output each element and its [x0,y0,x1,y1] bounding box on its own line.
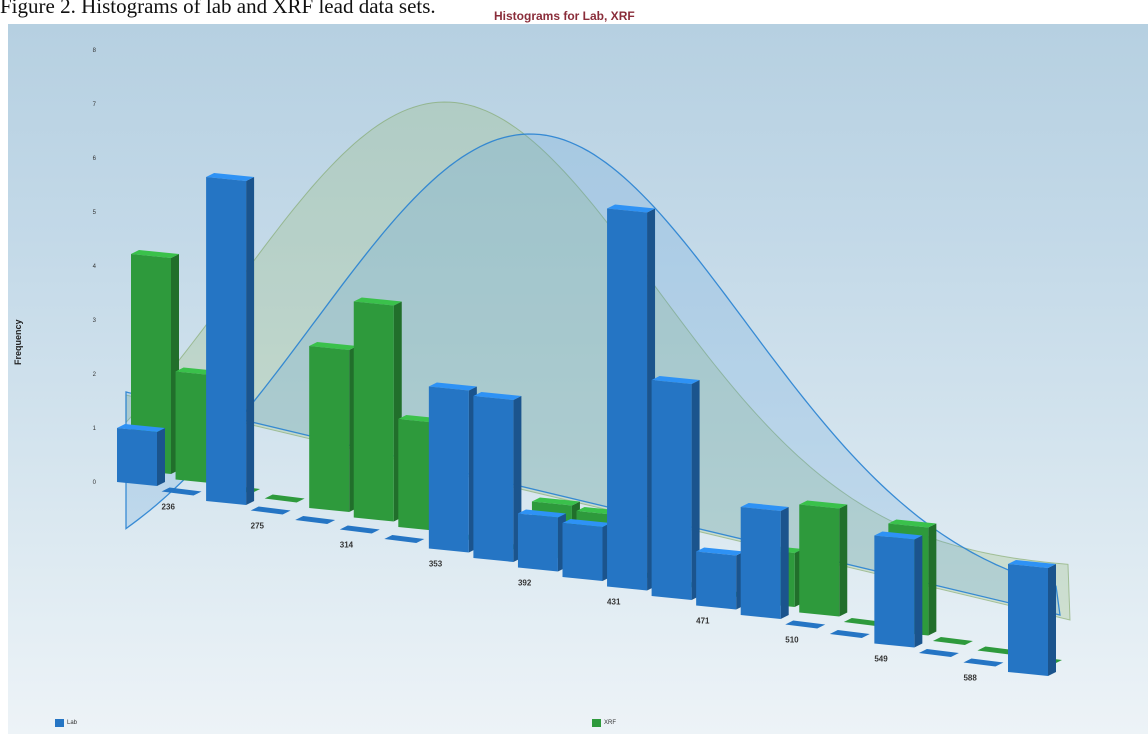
xrf-bar [799,500,848,617]
x-tick-label: 431 [607,598,621,607]
lab-bar [918,649,959,657]
bars-group [117,173,1062,676]
x-tick-label: 275 [251,522,265,531]
lab-bar [607,204,656,591]
lab-bar [963,658,1004,667]
legend-item-xrf[interactable]: XRF [592,719,616,727]
lab-bar [339,525,380,534]
lab-fit-curve [125,133,1061,616]
lab-bar [696,547,745,610]
y-tick-label: 3 [93,318,97,324]
y-tick-label: 1 [93,426,97,432]
lab-bar [250,506,291,515]
legend-item-lab[interactable]: Lab [55,719,77,727]
fit-curves [125,101,1071,621]
y-tick-label: 0 [93,480,97,486]
lab-bar [161,487,202,496]
y-tick-label: 5 [93,210,97,216]
x-axis-ticks: 236 275 314 353 392 431 471 510 549 588 [162,503,978,683]
lab-bar [740,503,789,619]
chart-title: Histograms for Lab, XRF [494,9,635,23]
legend-label-lab: Lab [67,720,78,726]
xrf-bar [843,618,884,626]
xrf-bar [309,342,358,512]
x-tick-label: 392 [518,579,532,588]
x-tick-label: 314 [340,541,354,550]
lab-bar [829,630,870,638]
lab-bar [295,516,336,524]
xrf-bar [932,637,973,645]
lab-bar [117,424,165,486]
lab-bar [874,531,923,648]
y-axis-ticks: 0 1 2 3 4 5 6 7 8 [93,48,97,486]
x-tick-label: 549 [874,655,888,664]
lab-bar [517,509,566,572]
xrf-bar [353,297,402,522]
lab-bar [1008,560,1056,676]
x-tick-label: 510 [785,636,799,645]
lab-bar [428,382,477,553]
y-tick-label: 4 [93,264,97,270]
y-tick-label: 2 [93,372,97,378]
legend-label-xrf: XRF [604,720,616,726]
lab-bar [651,376,700,600]
lab-bar [473,392,522,562]
y-tick-label: 8 [93,48,97,54]
lab-bar [785,620,826,629]
xrf-bar [977,646,1018,655]
lab-bar [384,535,425,543]
lab-bar [206,173,255,505]
legend-swatch-xrf [592,719,601,727]
legend-swatch-lab [55,719,64,727]
x-tick-label: 588 [963,674,977,683]
figure-caption: Figure 2. Histograms of lab and XRF lead… [0,0,436,18]
y-tick-label: 6 [93,156,97,162]
x-tick-label: 353 [429,560,443,569]
xrf-bar [264,494,305,503]
lab-bar [562,519,611,581]
y-tick-label: 7 [93,102,97,108]
x-tick-label: 236 [162,503,176,512]
x-tick-label: 471 [696,617,710,626]
